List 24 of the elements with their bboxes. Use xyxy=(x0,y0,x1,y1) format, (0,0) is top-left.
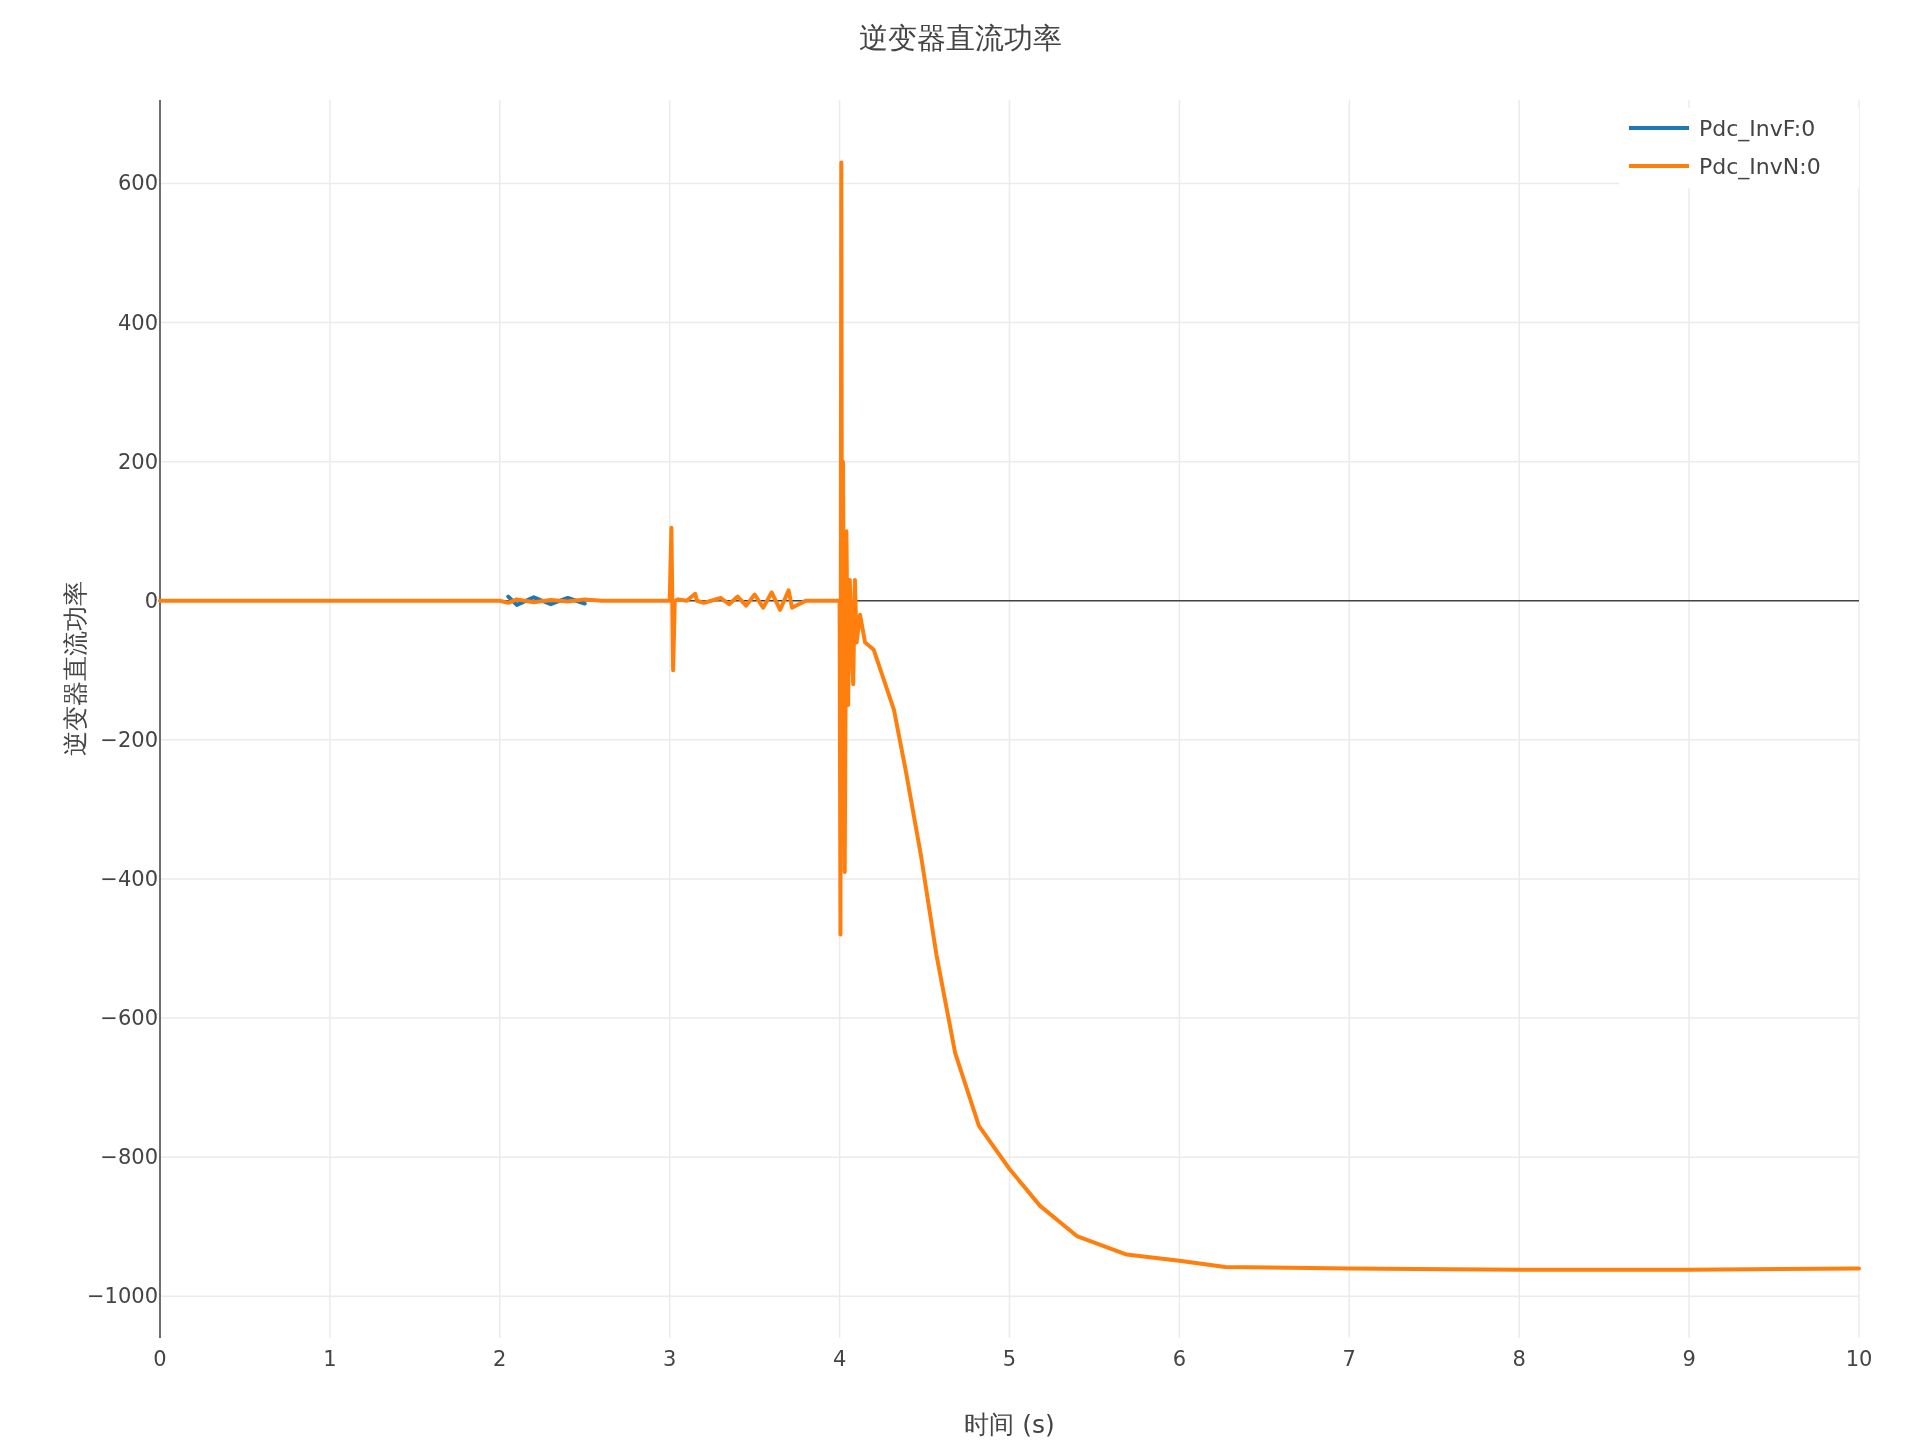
y-tick-label: −1000 xyxy=(86,1284,158,1309)
x-tick-label: 8 xyxy=(1512,1347,1526,1371)
x-tick-label: 9 xyxy=(1682,1347,1696,1371)
x-tick-label: 3 xyxy=(663,1347,677,1371)
legend-label: Pdc_InvF:0 xyxy=(1699,116,1816,142)
x-tick-label: 2 xyxy=(493,1347,507,1371)
x-tick-label: 5 xyxy=(1002,1347,1017,1371)
y-tick-label: 0 xyxy=(144,588,158,613)
x-tick-label: 6 xyxy=(1172,1347,1187,1371)
y-tick-label: −600 xyxy=(100,1006,158,1031)
legend-label: Pdc_InvN:0 xyxy=(1699,154,1821,180)
y-tick-label: −800 xyxy=(100,1145,158,1170)
y-tick-label: 400 xyxy=(117,310,158,335)
x-tick-label: 4 xyxy=(832,1347,847,1371)
x-tick-label: 10 xyxy=(1845,1347,1873,1371)
x-tick-label: 1 xyxy=(323,1347,337,1371)
y-tick-label: −400 xyxy=(100,866,158,891)
y-tick-label: 200 xyxy=(117,449,158,474)
chart-title: 逆变器直流功率 xyxy=(858,21,1062,55)
y-tick-label: −200 xyxy=(100,727,158,752)
x-tick-label: 7 xyxy=(1342,1347,1356,1371)
y-tick-label: 600 xyxy=(117,171,158,196)
x-axis-title: 时间 (s) xyxy=(964,1410,1055,1439)
y-axis-title: 逆变器直流功率 xyxy=(61,581,90,757)
